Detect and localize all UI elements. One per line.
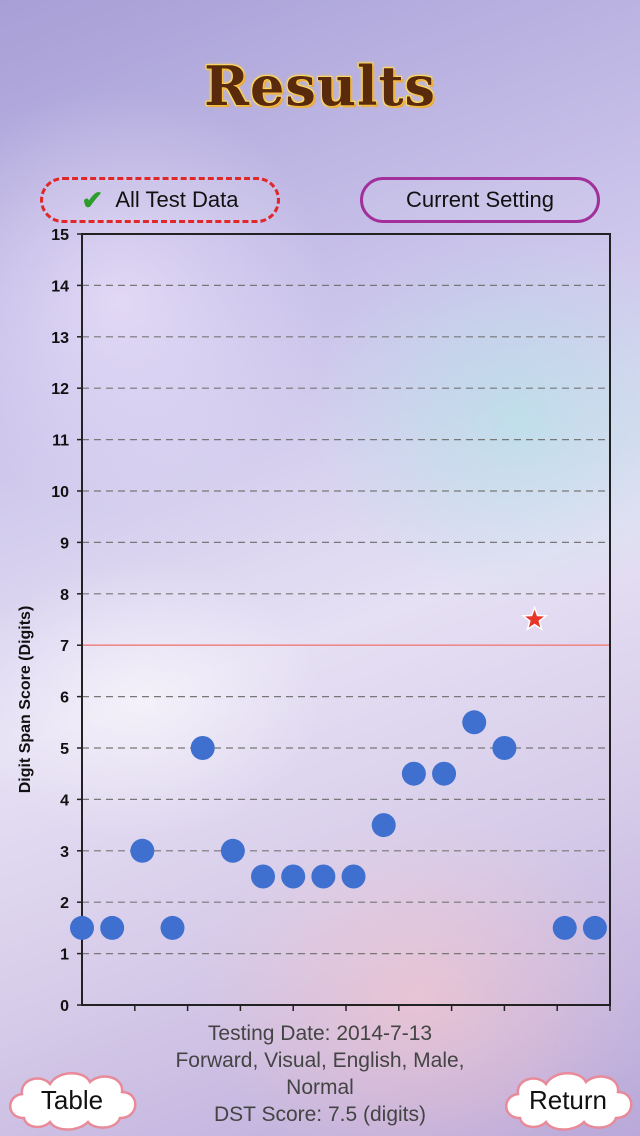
data-point (190, 736, 215, 760)
y-tick-label: 13 (51, 330, 69, 347)
data-point (401, 761, 426, 786)
table-button[interactable]: Table (2, 1066, 142, 1134)
y-axis-label: Digit Span Score (Digits) (17, 606, 34, 794)
cloud-icon (9, 1072, 137, 1131)
data-point (130, 838, 155, 863)
data-point (552, 915, 577, 940)
y-tick-label: 15 (51, 227, 69, 244)
data-point (492, 736, 517, 760)
page-title: Results (204, 54, 436, 118)
return-button-label: Return (528, 1084, 608, 1115)
data-point (371, 813, 396, 838)
tab-all-test-data-label: All Test Data (115, 187, 239, 212)
data-point (70, 915, 94, 940)
data-point (251, 864, 276, 889)
y-tick-label: 11 (52, 433, 69, 450)
y-tick-label: 0 (60, 998, 69, 1015)
y-tick-label: 7 (60, 638, 69, 655)
y-tick-label: 8 (60, 587, 69, 604)
data-point (462, 710, 487, 735)
test-settings: Forward, Visual, English, Male, (175, 1049, 465, 1072)
y-tick-label: 9 (60, 535, 69, 552)
y-tick-label: 2 (60, 895, 69, 912)
data-points (70, 605, 607, 940)
y-tick-label: 14 (51, 278, 69, 295)
return-button[interactable]: Return (498, 1066, 638, 1134)
y-tick-label: 1 (60, 947, 69, 964)
data-point (160, 915, 185, 940)
checkmark-icon: ✔ (81, 184, 104, 215)
tab-current-setting-label: Current Setting (406, 187, 554, 212)
tab-all-test-data[interactable]: ✔ All Test Data (40, 177, 280, 223)
test-summary: Testing Date: 2014-7-13 Forward, Visual,… (120, 1020, 520, 1128)
tab-current-setting[interactable]: Current Setting (360, 177, 600, 223)
y-tick-label: 6 (60, 690, 69, 707)
y-tick-label: 3 (60, 844, 69, 861)
y-tick-label: 10 (51, 484, 69, 501)
x-axis (134, 1005, 611, 1011)
table-button-label: Table (40, 1084, 104, 1115)
cloud-icon (505, 1072, 633, 1131)
dst-score: DST Score: 7.5 (digits) (213, 1103, 427, 1126)
data-point (220, 838, 245, 863)
data-point (341, 864, 366, 889)
data-point (582, 915, 607, 940)
data-point (432, 761, 457, 786)
test-settings-cont: Normal (286, 1076, 354, 1099)
testing-date: Testing Date: 2014-7-13 (207, 1022, 433, 1045)
data-point (311, 864, 336, 889)
y-tick-label: 4 (60, 792, 69, 809)
data-point (100, 915, 125, 940)
y-tick-label: 12 (51, 381, 69, 398)
y-tick-label: 5 (60, 741, 69, 758)
current-score-star-icon (521, 605, 549, 631)
data-point (281, 864, 306, 889)
